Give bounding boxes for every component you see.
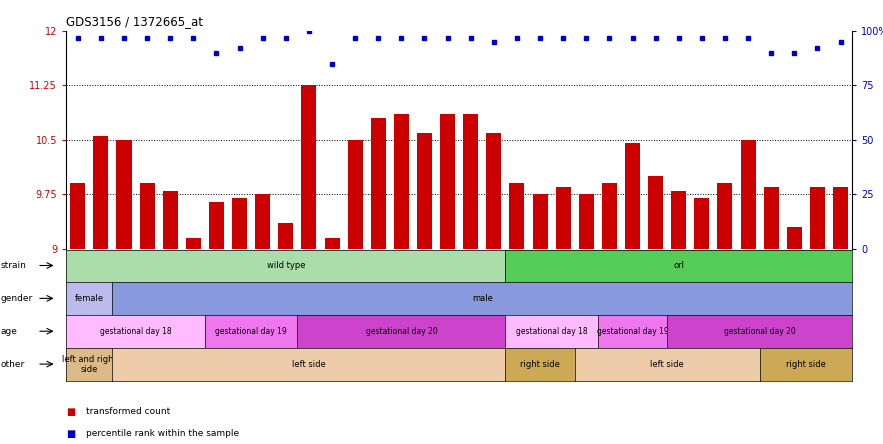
Text: strain: strain (1, 261, 26, 270)
Text: gestational day 18: gestational day 18 (516, 327, 587, 336)
Bar (232, 198, 247, 249)
Bar (440, 115, 455, 249)
Bar (348, 140, 363, 249)
Text: gender: gender (1, 294, 34, 303)
Text: left side: left side (292, 360, 326, 369)
Text: right side: right side (520, 360, 560, 369)
Bar (255, 194, 270, 249)
Bar (787, 227, 802, 249)
Bar (833, 187, 848, 249)
Bar (532, 194, 547, 249)
Bar (278, 223, 293, 249)
Bar (741, 140, 756, 249)
Text: GDS3156 / 1372665_at: GDS3156 / 1372665_at (66, 16, 203, 28)
Text: left side: left side (650, 360, 684, 369)
Bar (671, 190, 686, 249)
Text: female: female (75, 294, 104, 303)
Bar (555, 187, 570, 249)
Text: wild type: wild type (267, 261, 305, 270)
Text: other: other (1, 360, 25, 369)
Text: male: male (472, 294, 493, 303)
Bar (140, 183, 155, 249)
Bar (162, 190, 177, 249)
Text: age: age (1, 327, 18, 336)
Text: ■: ■ (66, 407, 75, 416)
Text: transformed count: transformed count (86, 407, 170, 416)
Bar (117, 140, 132, 249)
Text: gestational day 19: gestational day 19 (215, 327, 287, 336)
Bar (71, 183, 86, 249)
Text: gestational day 19: gestational day 19 (597, 327, 668, 336)
Text: ■: ■ (66, 429, 75, 439)
Bar (301, 86, 316, 249)
Bar (94, 136, 109, 249)
Bar (764, 187, 779, 249)
Bar (694, 198, 709, 249)
Text: gestational day 18: gestational day 18 (100, 327, 171, 336)
Bar (810, 187, 825, 249)
Bar (602, 183, 617, 249)
Bar (625, 143, 640, 249)
Bar (648, 176, 663, 249)
Bar (487, 133, 502, 249)
Text: gestational day 20: gestational day 20 (366, 327, 437, 336)
Bar (464, 115, 479, 249)
Text: gestational day 20: gestational day 20 (724, 327, 796, 336)
Bar (394, 115, 409, 249)
Text: orl: orl (673, 261, 684, 270)
Bar (371, 118, 386, 249)
Text: percentile rank within the sample: percentile rank within the sample (86, 429, 238, 438)
Bar (509, 183, 525, 249)
Text: right side: right side (786, 360, 826, 369)
Bar (718, 183, 733, 249)
Bar (578, 194, 593, 249)
Text: left and right
side: left and right side (62, 355, 117, 374)
Bar (325, 238, 340, 249)
Bar (185, 238, 200, 249)
Bar (209, 202, 224, 249)
Bar (417, 133, 432, 249)
